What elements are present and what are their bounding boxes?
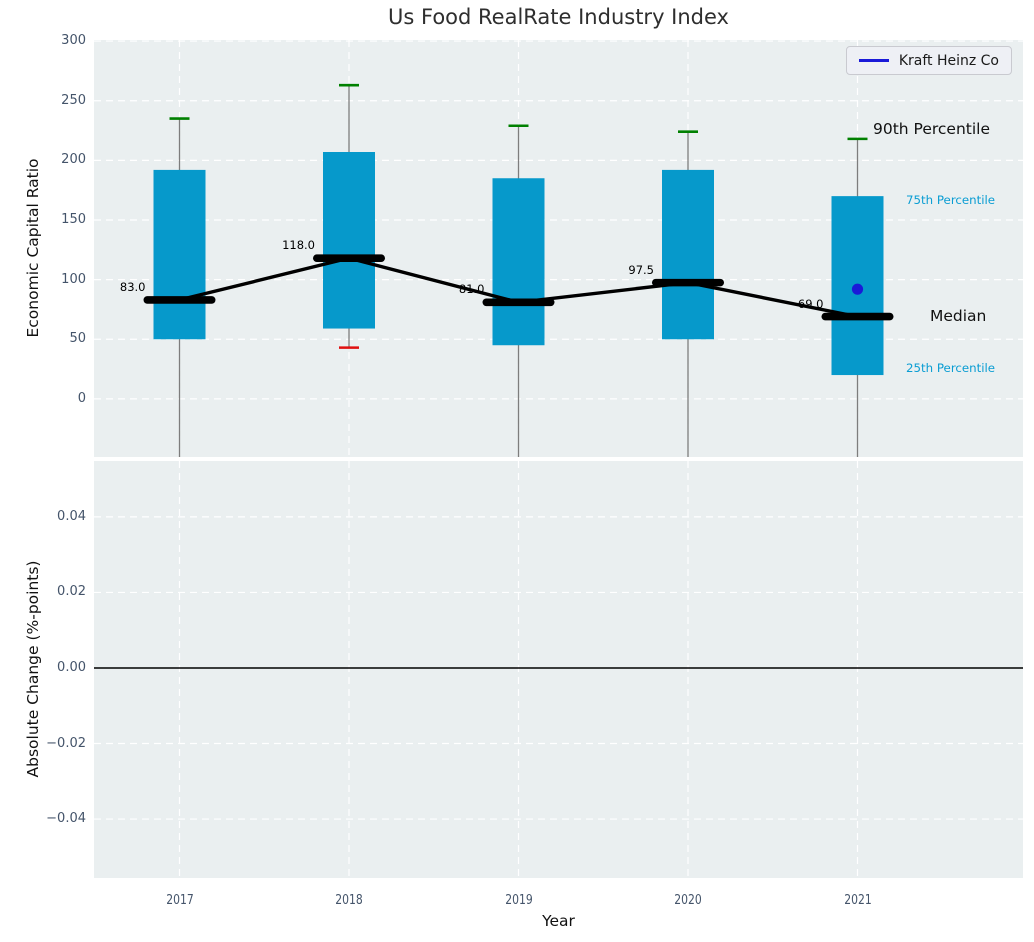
change-canvas (94, 461, 1023, 878)
absolute-change-panel (94, 461, 1023, 878)
median-value-label: 97.5 (628, 262, 654, 277)
legend: Kraft Heinz Co (845, 46, 1012, 75)
annotation-75th-percentile: 75th Percentile (906, 193, 996, 207)
x-tick-label: 2021 (843, 892, 872, 908)
company-point (851, 283, 864, 295)
iqr-box (492, 178, 545, 346)
median-marker (143, 296, 216, 304)
annotation-25th-percentile: 25th Percentile (906, 361, 996, 375)
median-marker (313, 254, 385, 262)
y-tick-label: 250 (61, 92, 86, 108)
median-marker (821, 312, 894, 321)
boxplot-canvas (94, 40, 1023, 457)
median-value-label: 118.0 (282, 238, 315, 253)
y-tick-label: 0.04 (57, 508, 86, 524)
iqr-box (662, 169, 714, 340)
median-marker (482, 298, 555, 307)
y-tick-label: 0.00 (57, 659, 86, 675)
annotation-90th-percentile: 90th Percentile (873, 120, 991, 138)
y-tick-label: 200 (61, 152, 86, 168)
legend-label: Kraft Heinz Co (898, 52, 999, 69)
y-tick-label: 100 (61, 271, 86, 287)
x-tick-label: 2018 (335, 892, 363, 908)
y-tick-label: −0.04 (46, 811, 86, 827)
y-tick-label: 300 (61, 33, 86, 49)
chart-title: Us Food RealRate Industry Index (388, 5, 729, 29)
x-axis-label: Year (542, 912, 575, 930)
y-tick-label: 150 (61, 211, 86, 227)
top-y-axis-label: Economic Capital Ratio (24, 158, 42, 338)
median-marker (652, 278, 724, 287)
x-tick-label: 2017 (165, 892, 194, 908)
economic-capital-ratio-panel: 83.0 118.0 81.0 97.5 69.0 90th Percentile 75th… (94, 40, 1023, 457)
y-tick-label: 0 (77, 390, 86, 406)
y-tick-label: −0.02 (46, 735, 86, 751)
y-tick-label: 0.02 (57, 584, 86, 600)
x-tick-label: 2020 (674, 892, 702, 908)
annotation-median: Median (930, 307, 987, 325)
legend-line-swatch (858, 59, 889, 62)
median-value-label: 69.0 (797, 296, 824, 311)
iqr-box (323, 152, 375, 329)
x-tick-label: 2019 (504, 892, 533, 908)
median-value-label: 83.0 (119, 279, 146, 294)
y-tick-label: 50 (69, 331, 86, 347)
iqr-box (153, 169, 206, 340)
median-value-label: 81.0 (458, 282, 485, 297)
